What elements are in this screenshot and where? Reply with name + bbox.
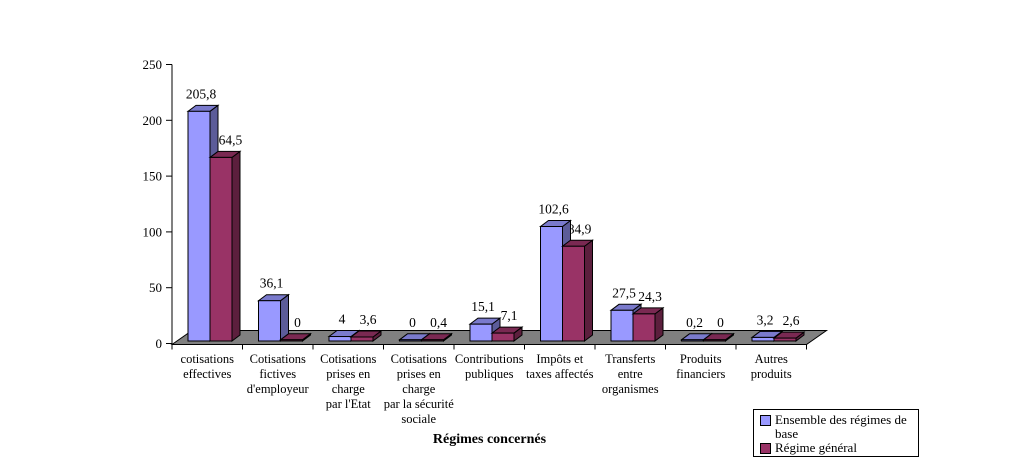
bar-general-0-side <box>231 150 241 342</box>
bar-ensemble-4-front <box>469 323 493 342</box>
bar-ensemble-1-front <box>258 300 281 342</box>
value-label-general: 7,1 <box>501 308 518 323</box>
category-label: Contributions publiques <box>455 352 524 381</box>
value-label-ensemble: 27,5 <box>612 285 636 300</box>
bar-ensemble-2-front <box>328 336 352 342</box>
value-label-general: 3,6 <box>360 312 377 327</box>
bar-general-3-front <box>421 339 444 342</box>
legend: Ensemble des régimes de base Régime géné… <box>753 409 919 457</box>
category-label: Transferts entre organismes <box>602 352 659 396</box>
legend-label-general: Régime général <box>775 440 857 455</box>
bar-general-6-front <box>632 313 656 342</box>
bar-ensemble-8-front <box>751 336 775 342</box>
value-label-general: 2,6 <box>783 313 800 328</box>
category-label: Cotisations prises en charge par l'Etat <box>320 352 376 411</box>
value-label-general: 0,4 <box>430 315 447 330</box>
value-label-general: 0 <box>717 315 724 330</box>
legend-swatch-general-icon <box>760 443 771 454</box>
value-label-general: 84,9 <box>568 221 592 236</box>
bar-ensemble-5-front <box>540 225 563 342</box>
category-label: Cotisations prises en charge par la sécurit… <box>384 352 455 426</box>
value-label-general: 164,5 <box>212 132 243 147</box>
bar-ensemble-7-front <box>681 339 704 342</box>
y-tick-label: 150 <box>143 169 163 184</box>
bar-general-2-front <box>350 336 374 342</box>
x-axis-title: Régimes concernés <box>432 432 547 447</box>
value-label-general: 0 <box>294 315 301 330</box>
value-label-ensemble: 102,6 <box>538 201 569 216</box>
legend-item-ensemble: Ensemble des régimes de base <box>757 413 915 441</box>
legend-label-ensemble: Ensemble des régimes de base <box>775 412 907 441</box>
legend-item-general: Régime général <box>757 441 915 455</box>
category-label: Produits financiers <box>676 352 725 381</box>
bar-general-0-front <box>209 156 233 342</box>
value-label-ensemble: 0 <box>409 315 416 330</box>
legend-swatch-ensemble-icon <box>760 415 771 426</box>
category-label: cotisations effectives <box>181 352 235 381</box>
value-label-ensemble: 0,2 <box>686 315 703 330</box>
y-tick-label: 250 <box>143 57 163 72</box>
value-label-ensemble: 36,1 <box>260 276 284 291</box>
value-label-general: 24,3 <box>638 289 662 304</box>
y-tick-label: 50 <box>149 280 162 295</box>
bar-general-5-front <box>562 245 585 342</box>
bar-general-5-side <box>584 239 593 342</box>
bar-general-8-front <box>773 337 797 342</box>
category-label: Autres produits <box>751 352 792 381</box>
value-label-ensemble: 4 <box>339 312 346 327</box>
y-tick-label: 100 <box>143 224 163 239</box>
bar-general-1-front <box>280 339 303 342</box>
y-tick-label: 200 <box>143 113 163 128</box>
y-tick-label: 0 <box>156 336 163 351</box>
value-label-ensemble: 3,2 <box>757 312 774 327</box>
bar-ensemble-1-side <box>280 293 289 342</box>
bar-ensemble-0-front <box>187 110 211 342</box>
value-label-ensemble: 205,8 <box>186 86 217 101</box>
category-label: Impôts et taxes affectés <box>526 352 594 381</box>
category-label: Cotisations fictives d'employeur <box>247 352 310 396</box>
bar-ensemble-6-front <box>610 309 634 342</box>
value-label-ensemble: 15,1 <box>471 299 495 314</box>
bar-ensemble-3-front <box>399 339 422 342</box>
bar-general-7-front <box>703 339 726 342</box>
bar-general-4-front <box>491 332 515 342</box>
